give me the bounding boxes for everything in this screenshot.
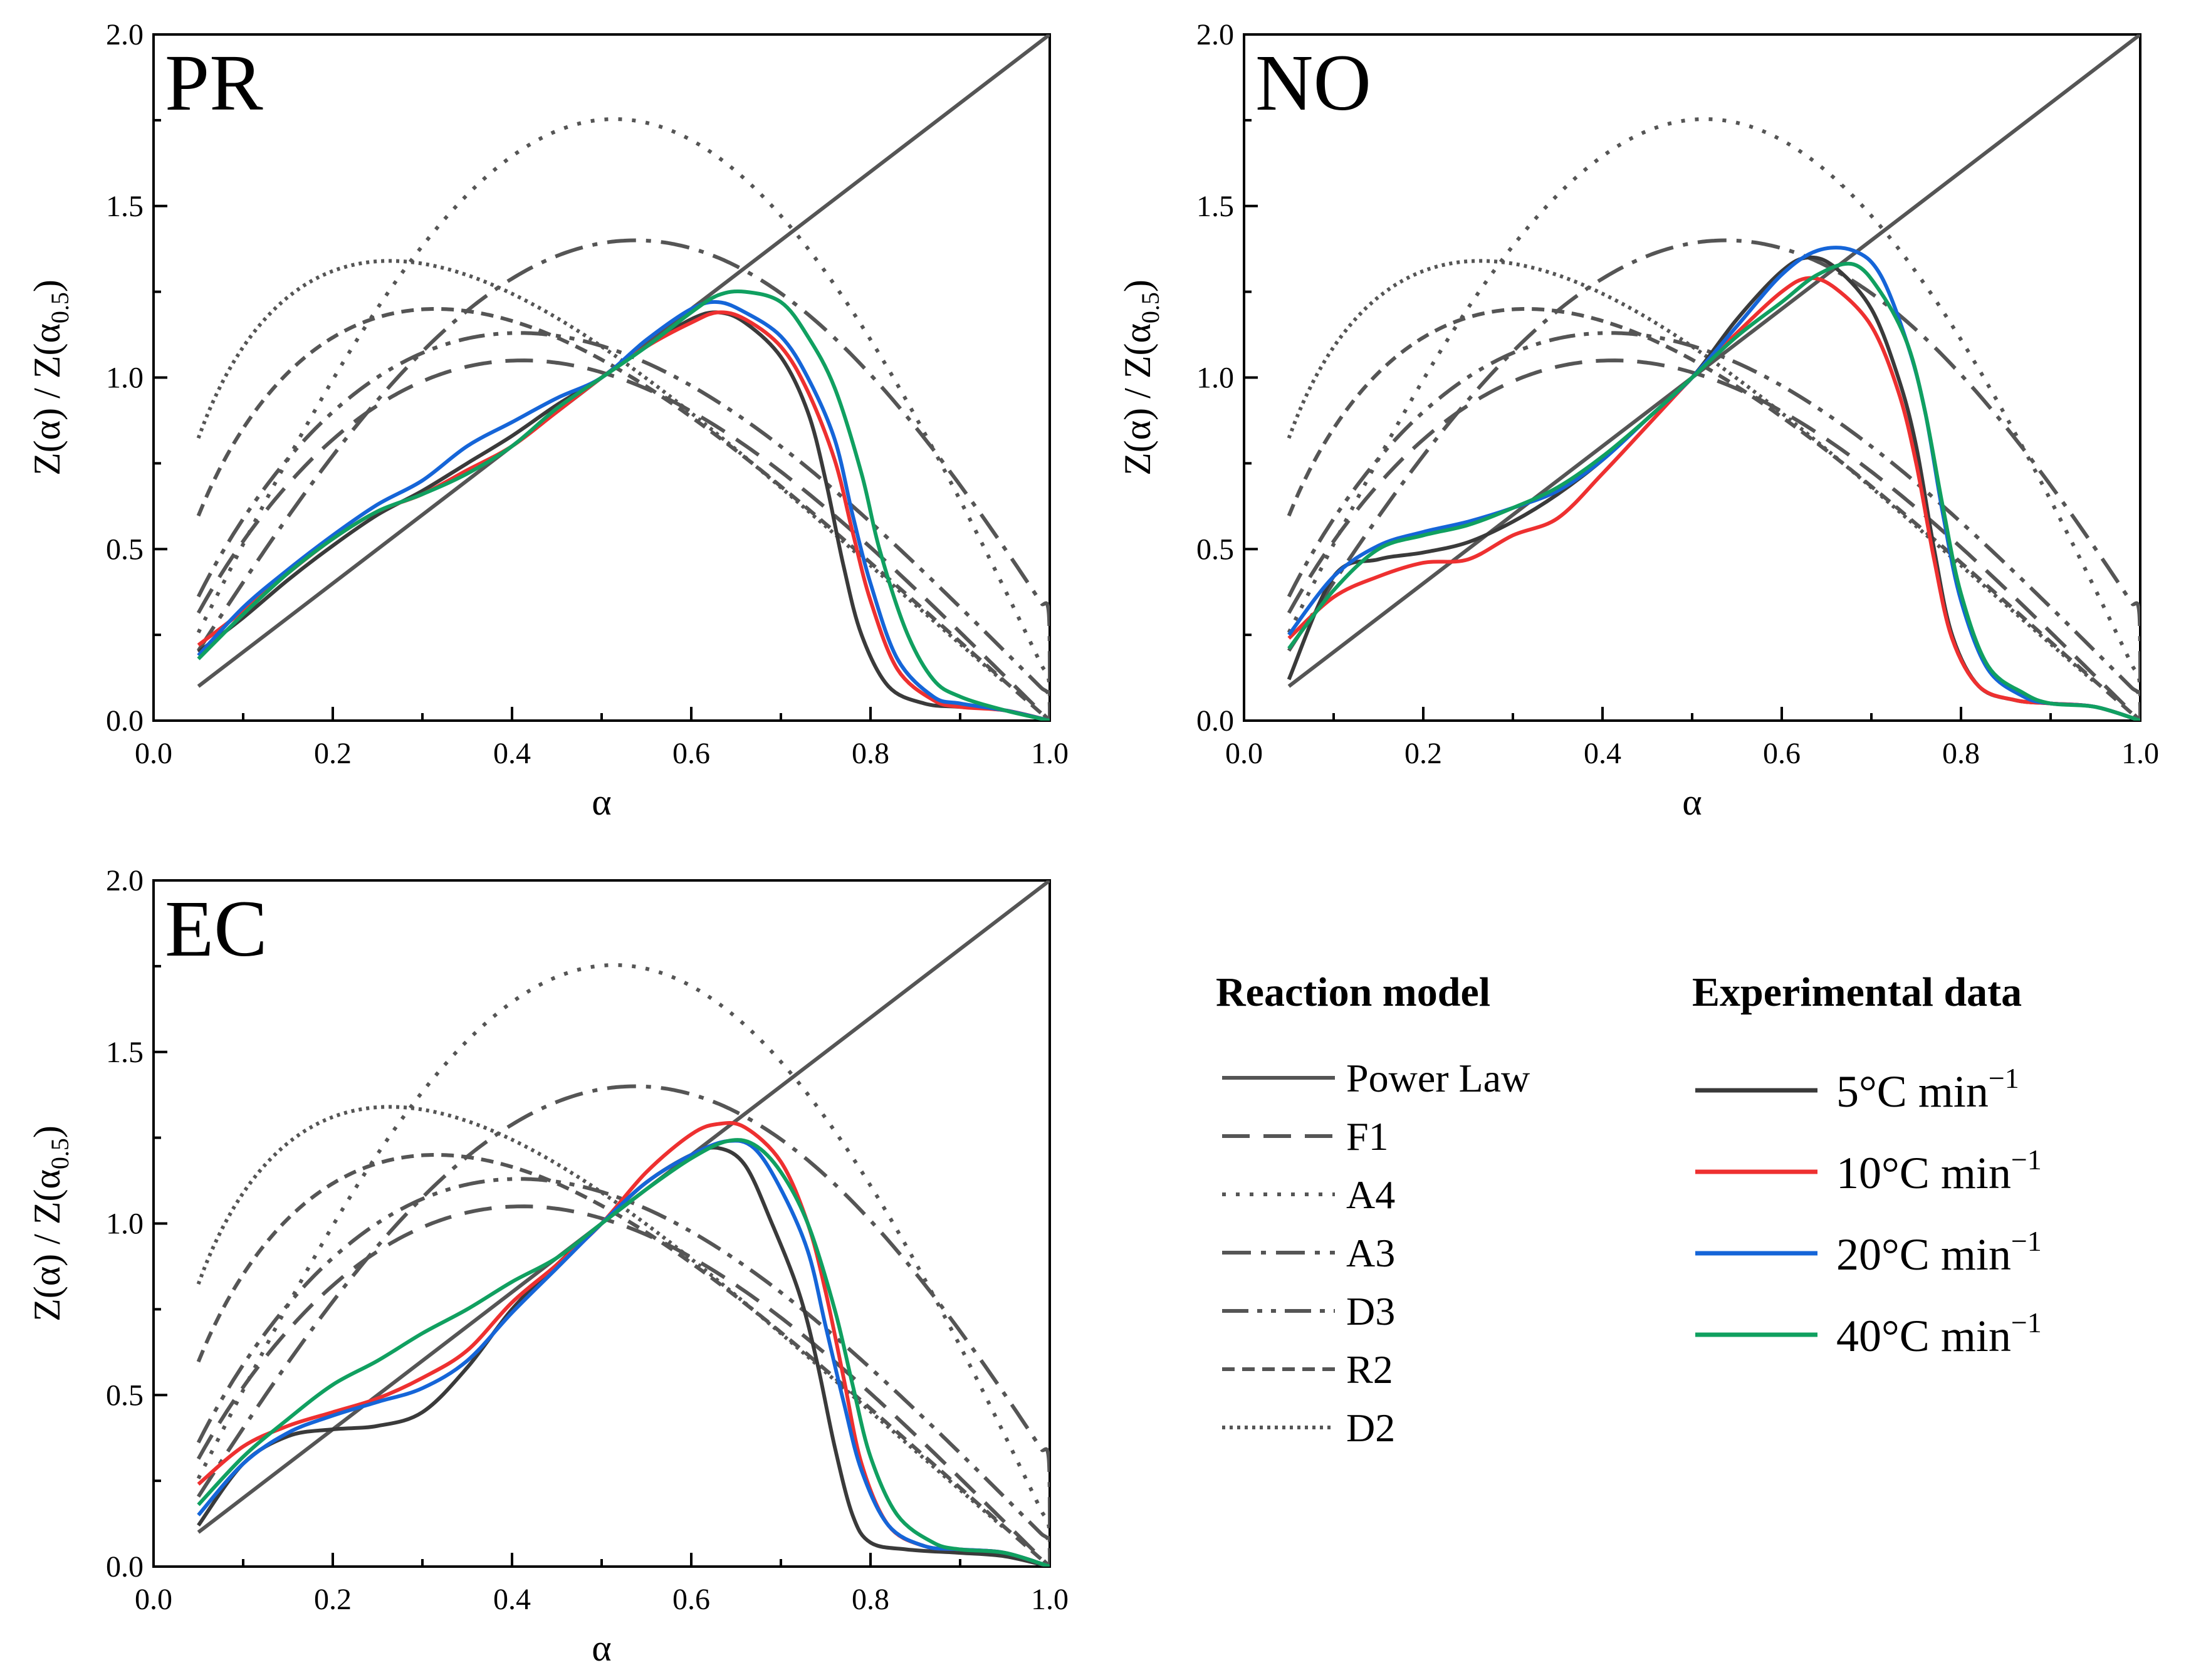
model-curve-d3 [196,1177,1050,1567]
legend-rate-label: 40°C min−1 [1836,1307,2042,1361]
model-curve-r2 [1287,307,2140,721]
y-tick-label: 0.5 [106,533,144,566]
y-tick-label: 0.0 [1196,704,1234,738]
x-tick-label: 0.0 [135,737,172,770]
x-tick-label: 1.0 [2121,737,2159,770]
x-tick-label: 0.8 [852,1583,889,1616]
model-curve-f1 [1287,358,2140,721]
x-tick-label: 0.0 [135,1583,172,1616]
x-tick-label: 0.4 [1584,737,1621,770]
y-tick-label: 0.5 [1196,533,1234,566]
legend-model-label: R2 [1346,1347,1393,1392]
x-axis-title: α [592,781,611,823]
legend-model-label: F1 [1346,1114,1389,1159]
experimental-curve-1 [1287,255,2140,721]
x-tick-label: 0.2 [314,1583,352,1616]
model-curve-a3 [1287,238,2140,721]
legend-model-label: A3 [1346,1231,1395,1275]
experimental-curve-1 [197,310,1050,721]
y-tick-label: 1.5 [106,190,144,223]
legend-model-label: Power Law [1346,1056,1530,1100]
x-tick-label: 0.2 [1404,737,1442,770]
panel-pr: 0.0 0.2 0.4 0.6 0.8 1.0 0.0 0.5 1.0 1.5 2.0 α Z(α) /… [26,18,1069,823]
plot-area [1287,34,2140,721]
y-tick-label: 2.0 [106,18,144,51]
experimental-curve-1 [197,1145,1050,1567]
experimental-curve-3 [197,300,1050,721]
legend-models: Power Law F1 A4 A3 D3 R2 D2 [1222,1056,1530,1450]
panel-tag: EC [165,884,268,973]
experimental-curve-2 [197,1121,1050,1567]
y-axis-title: Z(α) / Z(α0.5) [26,279,74,476]
x-tick-label: 0.8 [852,737,889,770]
model-curve-f1 [196,358,1050,721]
legend-model-label: D2 [1346,1406,1395,1450]
model-curve-d2 [196,1105,1007,1530]
x-tick-label: 1.0 [1031,1583,1069,1616]
panel-ec: 0.0 0.2 0.4 0.6 0.8 1.0 0.0 0.5 1.0 1.5 2.0 α Z(α) /… [26,864,1069,1669]
x-axis-title: α [1682,781,1702,823]
x-tick-label: 0.8 [1942,737,1980,770]
y-tick-label: 1.0 [106,362,144,395]
legend-rate-label: 10°C min−1 [1836,1144,2042,1198]
plot-area [196,880,1050,1567]
y-tick-label: 1.0 [1196,362,1234,395]
plot-area [196,34,1050,721]
y-tick-label: 2.0 [1196,18,1234,51]
y-tick-label: 0.0 [106,704,144,738]
model-curve-a3 [196,1084,1050,1567]
y-axis-title: Z(α) / Z(α0.5) [26,1125,74,1322]
legend-reaction-model-title: Reaction model [1216,969,1490,1015]
experimental-curve-3 [1287,246,2140,721]
x-tick-label: 0.6 [672,1583,710,1616]
model-curve-d3 [196,331,1050,721]
model-curve-a3 [196,238,1050,721]
legend-rate-label: 20°C min−1 [1836,1225,2042,1280]
panel-no: 0.0 0.2 0.4 0.6 0.8 1.0 0.0 0.5 1.0 1.5 2.0 α Z(α) /… [1117,18,2159,823]
model-curve-f1 [196,1204,1050,1567]
model-curve-a4 [196,117,1050,721]
y-tick-label: 1.5 [1196,190,1234,223]
experimental-curve-3 [197,1139,1050,1567]
legend-model-label: A4 [1346,1172,1395,1217]
y-axis-title: Z(α) / Z(α0.5) [1117,279,1164,476]
panel-tag: NO [1255,38,1371,127]
model-curve-d3 [1287,331,2140,721]
x-tick-label: 0.4 [493,737,531,770]
model-curve-power-law [1287,34,2140,688]
legend-rates: 5°C min−1 10°C min−1 20°C min−1 40°C min−1 [1695,1062,2042,1361]
x-tick-label: 0.4 [493,1583,531,1616]
x-tick-label: 1.0 [1031,737,1069,770]
y-tick-label: 1.5 [106,1036,144,1069]
model-curve-d2 [196,259,1007,684]
x-axis-title: α [592,1627,611,1669]
x-tick-label: 0.6 [672,737,710,770]
model-curve-r2 [196,1153,1050,1567]
panel-tag: PR [165,38,263,127]
experimental-curve-4 [197,1138,1050,1567]
model-curve-a4 [1287,117,2140,721]
y-tick-label: 2.0 [106,864,144,897]
experimental-curve-2 [197,310,1050,721]
legend: Reaction model Experimental data Power L… [1216,969,2042,1450]
legend-experimental-title: Experimental data [1692,969,2022,1015]
model-curve-d2 [1287,259,2097,684]
x-tick-label: 0.0 [1225,737,1263,770]
x-tick-label: 0.2 [314,737,352,770]
y-tick-label: 0.5 [106,1379,144,1412]
legend-model-label: D3 [1346,1289,1395,1333]
model-curve-r2 [196,307,1050,721]
experimental-curve-2 [1287,276,2140,721]
legend-rate-label: 5°C min−1 [1836,1062,2019,1117]
model-curve-a4 [196,963,1050,1567]
x-tick-label: 0.6 [1763,737,1801,770]
experimental-curve-4 [197,289,1050,721]
experimental-curve-4 [1287,261,2140,721]
y-tick-label: 0.0 [106,1550,144,1583]
y-tick-label: 1.0 [106,1208,144,1241]
